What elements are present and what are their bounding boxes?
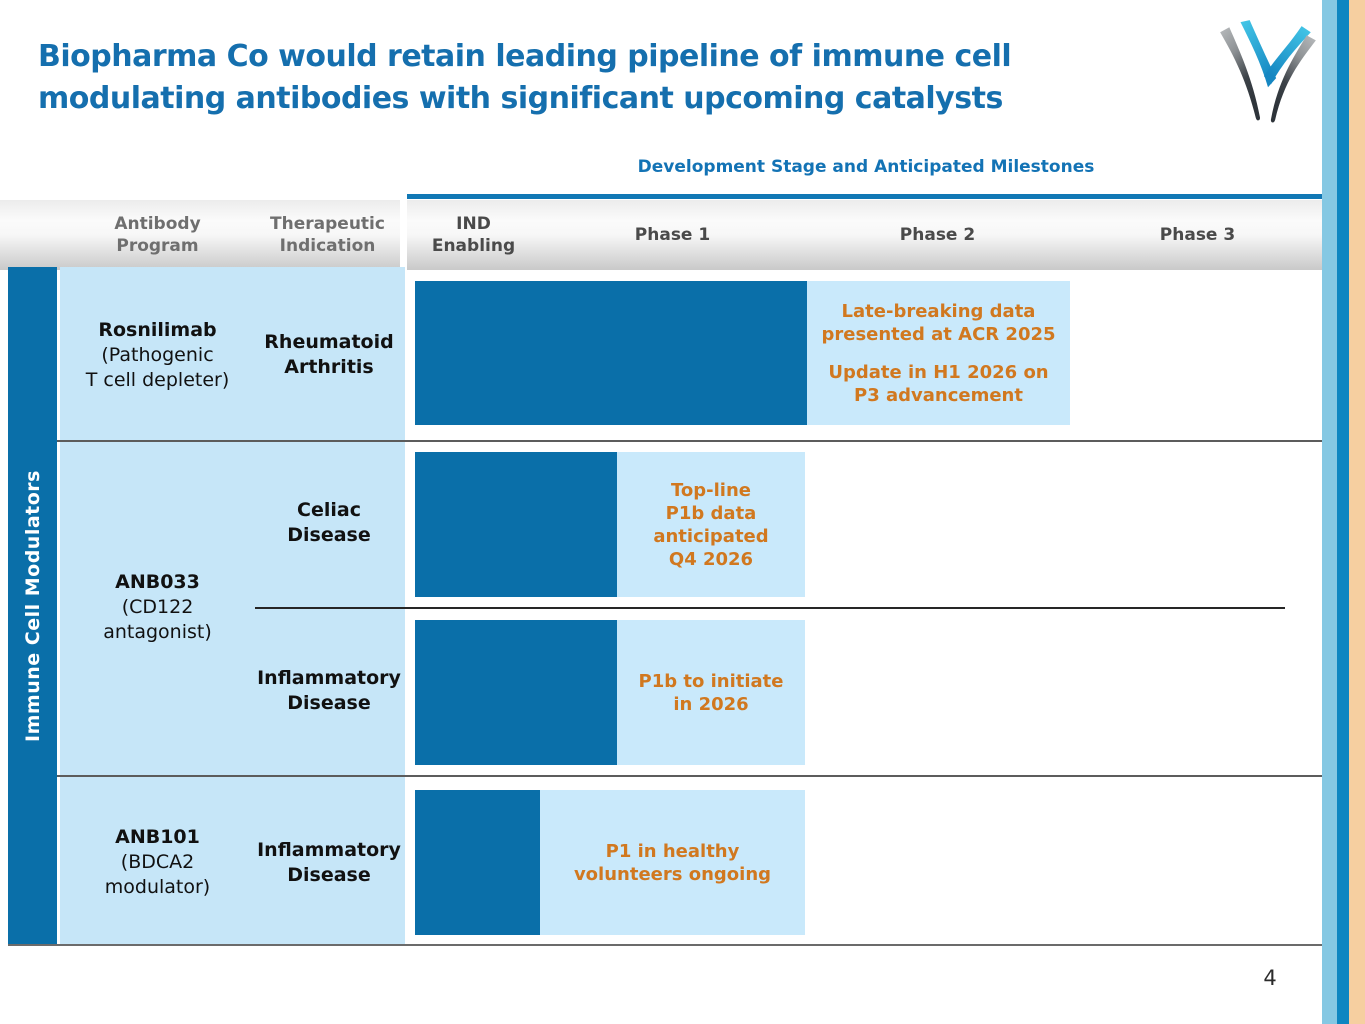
slide-title-line1: Biopharma Co would retain leading pipeli… xyxy=(38,39,1012,74)
page-number: 4 xyxy=(1263,966,1277,990)
indication-cell-anb101-inflammatory: Inflammatory Disease xyxy=(257,839,401,886)
column-header-therapeutic-indication: Therapeutic Indication xyxy=(270,214,385,256)
indication-cell-anb033-inflammatory: Inflammatory Disease xyxy=(257,667,401,714)
row-divider-2 xyxy=(57,775,1325,777)
column-header-phase-2: Phase 2 xyxy=(899,225,976,245)
column-header-phase-3: Phase 3 xyxy=(1159,225,1236,245)
indication-cell-celiac-disease: Celiac Disease xyxy=(287,499,371,546)
stage-header-band: IND Enabling Phase 1 Phase 2 Phase 3 xyxy=(407,200,1325,270)
program-cell-anb101: ANB101 (BDCA2 modulator) xyxy=(104,826,211,898)
progress-bar-anb033-inflammatory xyxy=(415,620,617,765)
indication-divider xyxy=(255,607,1285,609)
milestone-box-anb033-celiac: Top-line P1b data anticipated Q4 2026 xyxy=(617,452,805,597)
label-column-background xyxy=(60,267,405,944)
row-divider-1 xyxy=(57,440,1325,442)
category-sidebar-label: Immune Cell Modulators xyxy=(21,469,44,742)
column-header-antibody-program: Antibody Program xyxy=(114,214,201,256)
program-cell-rosnilimab: Rosnilimab (Pathogenic T cell depleter) xyxy=(85,319,230,391)
slide-title-line2: modulating antibodies with significant u… xyxy=(38,81,1003,116)
indication-cell-rheumatoid-arthritis: Rheumatoid Arthritis xyxy=(264,331,394,378)
table-bottom-border xyxy=(8,944,1325,946)
chart-title: Development Stage and Anticipated Milest… xyxy=(637,157,1095,177)
column-header-ind-enabling: IND Enabling xyxy=(431,214,516,256)
progress-bar-anb033-celiac xyxy=(415,452,617,597)
progress-bar-anb101 xyxy=(415,790,540,935)
slide-title: Biopharma Co would retain leading pipeli… xyxy=(38,36,1198,120)
left-header-band: Antibody Program Therapeutic Indication xyxy=(0,200,400,270)
milestone-box-rosnilimab: Late-breaking data presented at ACR 2025… xyxy=(807,281,1070,425)
v-swoosh-logo-icon xyxy=(1220,20,1316,123)
header-rule xyxy=(407,194,1325,199)
milestone-box-anb101: P1 in healthy volunteers ongoing xyxy=(540,790,805,935)
category-sidebar: Immune Cell Modulators xyxy=(8,267,57,944)
program-cell-anb033: ANB033 (CD122 antagonist) xyxy=(103,571,212,643)
milestone-box-anb033-inflammatory: P1b to initiate in 2026 xyxy=(617,620,805,765)
edge-stripe-tan xyxy=(1349,0,1365,1024)
edge-stripe-light-blue xyxy=(1322,0,1337,1024)
column-header-phase-1: Phase 1 xyxy=(634,225,711,245)
progress-bar-rosnilimab xyxy=(415,281,807,425)
edge-stripe-dark-blue xyxy=(1337,0,1349,1024)
